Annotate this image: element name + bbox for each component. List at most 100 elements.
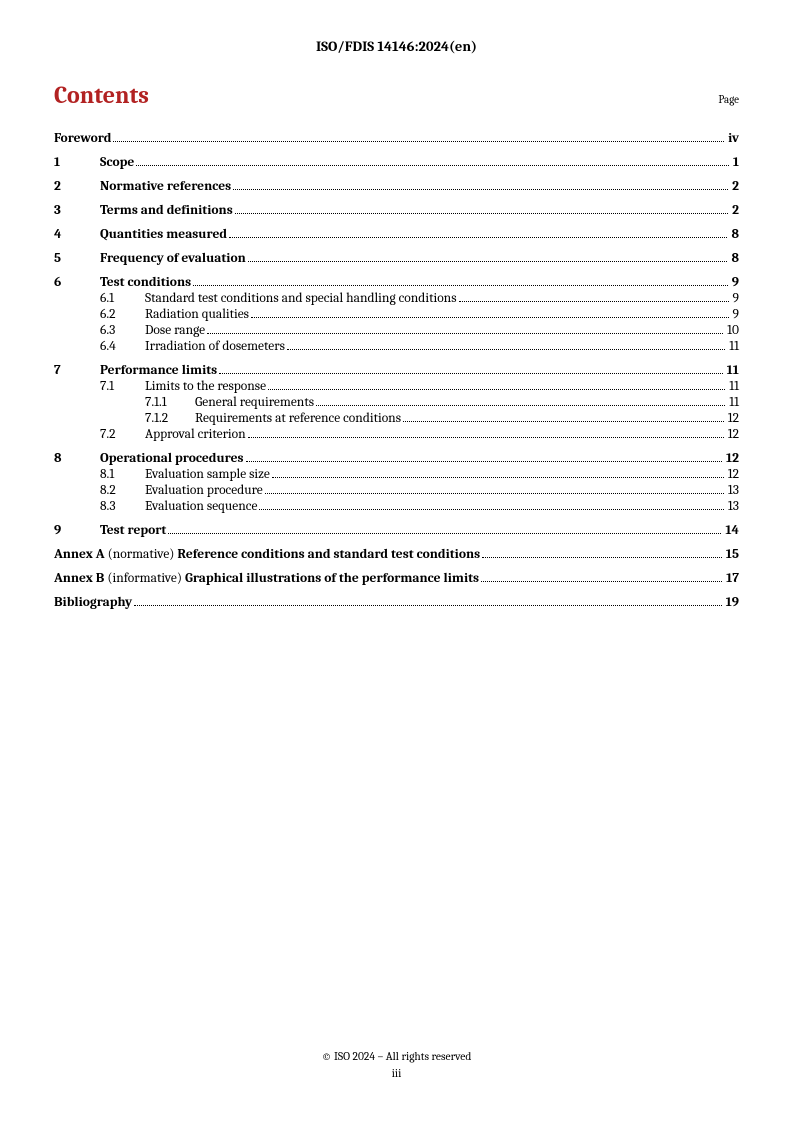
toc-label: General requirements xyxy=(195,395,314,410)
toc-number: 8 xyxy=(54,451,100,466)
toc-label: Bibliography xyxy=(54,595,132,610)
toc-row: 8Operational procedures 12 xyxy=(54,451,739,466)
annex-letter: Annex A xyxy=(54,547,108,562)
annex-letter: Annex B xyxy=(54,571,107,586)
toc-page: 10 xyxy=(727,323,739,338)
toc-page: 17 xyxy=(726,571,739,586)
toc-page: 2 xyxy=(732,179,739,194)
toc-page: 2 xyxy=(732,203,739,218)
copyright-text: © ISO 2024 – All rights reserved xyxy=(0,1048,793,1065)
document-header: ISO/FDIS 14146:2024(en) xyxy=(54,38,739,55)
toc-label: Limits to the response xyxy=(145,379,266,394)
toc-page: 14 xyxy=(725,523,739,538)
toc-number: 5 xyxy=(54,251,100,266)
toc-page: 9 xyxy=(733,307,739,322)
toc-row: 9Test report 14 xyxy=(54,523,739,538)
annex-title: Reference conditions and standard test c… xyxy=(177,547,480,562)
toc-label: Foreword xyxy=(54,131,111,146)
toc-label: Scope xyxy=(100,155,134,170)
toc-leader xyxy=(233,189,728,190)
contents-title: Contents xyxy=(54,81,149,109)
toc-row: Annex B (informative) Graphical illustra… xyxy=(54,571,739,586)
toc-leader xyxy=(251,317,729,318)
annex-type: (normative) xyxy=(108,547,178,562)
toc-label: Operational procedures xyxy=(100,451,244,466)
toc-label: Test conditions xyxy=(100,275,191,290)
page-label: Page xyxy=(718,93,739,106)
toc-label: Normative references xyxy=(100,179,231,194)
toc-gap xyxy=(54,147,739,155)
toc-page: 11 xyxy=(729,395,739,410)
toc-row: 8.3Evaluation sequence 13 xyxy=(54,499,739,514)
toc-page: 12 xyxy=(728,411,739,426)
toc-gap xyxy=(54,267,739,275)
toc-row: 1Scope1 xyxy=(54,155,739,170)
toc-leader xyxy=(268,389,725,390)
toc-label: Evaluation procedure xyxy=(145,483,263,498)
toc-row: 6Test conditions9 xyxy=(54,275,739,290)
toc-label: Evaluation sequence xyxy=(145,499,257,514)
toc-page: 12 xyxy=(726,451,739,466)
toc-leader xyxy=(113,141,724,142)
table-of-contents: Forewordiv1Scope12Normative references23… xyxy=(54,131,739,610)
toc-page: 9 xyxy=(732,275,739,290)
toc-number: 3 xyxy=(54,203,100,218)
toc-gap xyxy=(54,443,739,451)
toc-leader xyxy=(229,237,727,238)
toc-number: 6.4 xyxy=(100,339,145,354)
toc-gap xyxy=(54,587,739,595)
toc-leader xyxy=(272,477,724,478)
toc-number: 8.2 xyxy=(100,483,145,498)
page-number: iii xyxy=(0,1065,793,1082)
toc-row: 7.2Approval criterion12 xyxy=(54,427,739,442)
toc-leader xyxy=(259,509,723,510)
toc-gap xyxy=(54,515,739,523)
toc-leader xyxy=(134,605,721,606)
toc-row: 3Terms and definitions2 xyxy=(54,203,739,218)
toc-number: 6.1 xyxy=(100,291,145,306)
toc-gap xyxy=(54,171,739,179)
toc-number: 9 xyxy=(54,523,100,538)
toc-number: 8.3 xyxy=(100,499,145,514)
toc-leader xyxy=(219,373,722,374)
toc-row: 7.1.1General requirements11 xyxy=(54,395,739,410)
toc-page: 11 xyxy=(727,363,739,378)
toc-label: Quantities measured xyxy=(100,227,227,242)
toc-row: 7Performance limits11 xyxy=(54,363,739,378)
toc-row: 8.1Evaluation sample size 12 xyxy=(54,467,739,482)
toc-number: 7.1 xyxy=(100,379,145,394)
toc-page: 13 xyxy=(728,499,739,514)
toc-leader xyxy=(287,349,725,350)
toc-leader xyxy=(235,213,728,214)
toc-page: 12 xyxy=(728,467,739,482)
toc-page: 11 xyxy=(729,379,739,394)
toc-row: 4Quantities measured8 xyxy=(54,227,739,242)
toc-leader xyxy=(193,285,728,286)
toc-gap xyxy=(54,563,739,571)
toc-gap xyxy=(54,355,739,363)
toc-number: 1 xyxy=(54,155,100,170)
toc-number: 4 xyxy=(54,227,100,242)
toc-label: Test report xyxy=(100,523,166,538)
toc-row: 6.2Radiation qualities 9 xyxy=(54,307,739,322)
toc-number: 6.2 xyxy=(100,307,145,322)
toc-page: 13 xyxy=(728,483,739,498)
toc-leader xyxy=(207,333,723,334)
toc-gap xyxy=(54,195,739,203)
toc-label: Radiation qualities xyxy=(145,307,249,322)
toc-label: Requirements at reference conditions xyxy=(195,411,401,426)
toc-leader xyxy=(459,301,729,302)
page-footer: © ISO 2024 – All rights reserved iii xyxy=(0,1048,793,1083)
toc-leader xyxy=(246,461,722,462)
toc-leader xyxy=(316,405,725,406)
toc-leader xyxy=(482,557,722,558)
toc-label: Standard test conditions and special han… xyxy=(145,291,457,306)
toc-number: 8.1 xyxy=(100,467,145,482)
toc-row: 6.4Irradiation of dosemeters11 xyxy=(54,339,739,354)
toc-leader xyxy=(481,581,722,582)
toc-page: iv xyxy=(728,131,739,146)
toc-gap xyxy=(54,539,739,547)
toc-label: Evaluation sample size xyxy=(145,467,270,482)
toc-row: 6.3Dose range10 xyxy=(54,323,739,338)
annex-type: (informative) xyxy=(107,571,185,586)
